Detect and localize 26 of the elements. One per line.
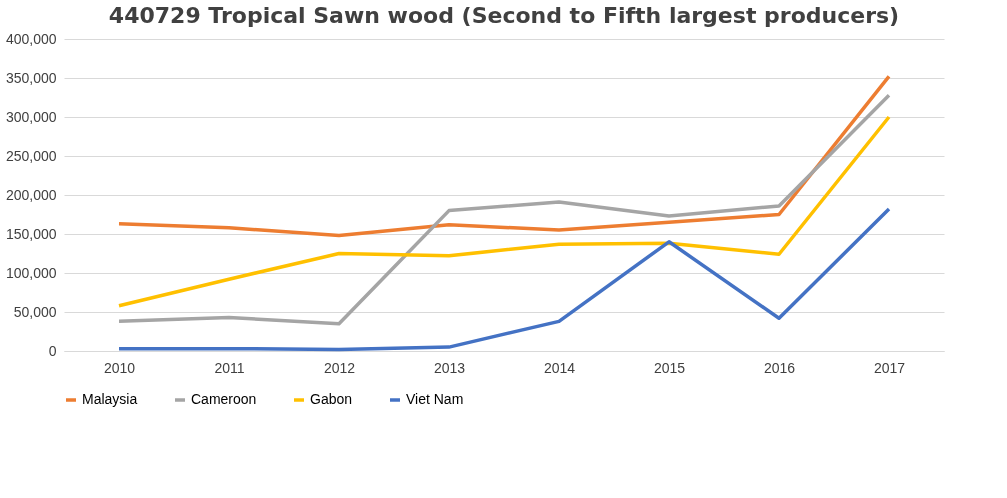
y-tick-label: 0 <box>48 342 57 359</box>
x-tick-label: 2013 <box>433 359 466 376</box>
y-tick-label: 300,000 <box>5 108 57 125</box>
x-tick-label: 2014 <box>543 359 576 376</box>
legend-label: Gabon <box>310 391 353 407</box>
chart-title: 440729 Tropical Sawn wood (Second to Fifth largest producers) <box>108 3 900 28</box>
y-tick-label: 250,000 <box>5 147 57 164</box>
y-tick-label: 50,000 <box>13 303 57 320</box>
x-tick-label: 2016 <box>763 359 796 376</box>
line-series <box>117 93 891 326</box>
line-series <box>117 115 891 308</box>
legend-label: Viet Nam <box>406 391 464 407</box>
y-tick-label: 350,000 <box>5 69 57 86</box>
x-tick-label: 2015 <box>653 359 686 376</box>
legend-label: Cameroon <box>191 391 257 407</box>
y-tick-label: 100,000 <box>5 264 57 281</box>
x-tick-label: 2012 <box>323 359 356 376</box>
legend-label: Malaysia <box>82 391 138 407</box>
x-tick-label: 2017 <box>873 359 906 376</box>
line-series <box>117 74 891 238</box>
y-tick-label: 400,000 <box>5 30 57 47</box>
y-tick-label: 200,000 <box>5 186 57 203</box>
line-series <box>117 207 891 352</box>
x-tick-label: 2011 <box>214 359 245 376</box>
x-tick-label: 2010 <box>103 359 136 376</box>
y-tick-label: 150,000 <box>5 225 57 242</box>
